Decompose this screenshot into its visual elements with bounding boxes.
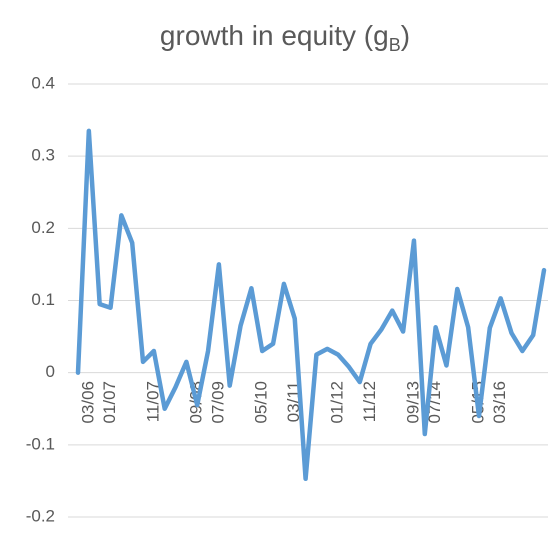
x-tick-label: 07/09 xyxy=(208,381,227,424)
chart-title: growth in equity (gB) xyxy=(160,20,410,54)
x-tick-label: 11/12 xyxy=(360,381,379,422)
x-tick-label: 05/10 xyxy=(252,381,271,424)
y-tick-label: 0.2 xyxy=(31,218,55,237)
x-tick-label: 01/12 xyxy=(328,381,347,424)
title-text: growth in equity (g xyxy=(160,20,389,51)
y-tick-label: 0.4 xyxy=(31,73,55,92)
title-subscript: B xyxy=(389,35,401,55)
y-tick-label: -0.2 xyxy=(26,506,55,525)
data-line xyxy=(75,128,547,481)
x-tick-label: 09/13 xyxy=(403,381,422,424)
x-tick-label: 03/06 xyxy=(78,381,97,424)
y-tick-label: 0 xyxy=(46,362,55,381)
x-tick-label: 03/16 xyxy=(490,381,509,424)
y-tick-label: 0.1 xyxy=(31,290,55,309)
y-tick-label: -0.1 xyxy=(26,434,55,453)
x-tick-label: 01/07 xyxy=(100,381,119,424)
y-tick-label: 0.3 xyxy=(31,146,55,165)
x-tick-label: 11/07 xyxy=(143,381,162,422)
title-suffix: ) xyxy=(401,20,410,51)
